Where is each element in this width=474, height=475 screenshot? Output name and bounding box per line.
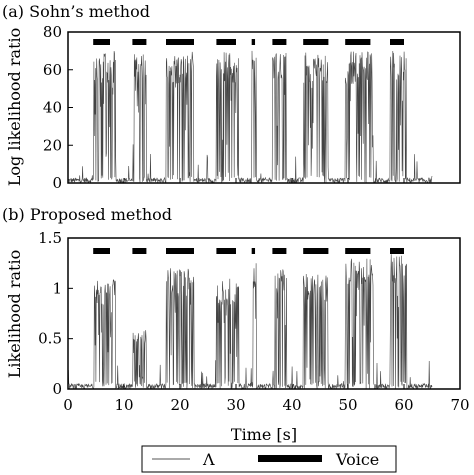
xtick-label: 40 — [282, 396, 301, 414]
voice-segment-bar — [390, 39, 404, 45]
voice-segment-bar — [272, 248, 287, 254]
xtick-label: 10 — [114, 396, 133, 414]
ytick-label: 0.5 — [38, 330, 62, 348]
ytick-label: 1.5 — [38, 229, 62, 247]
voice-segment-bar — [390, 248, 404, 254]
voice-segment-bar — [345, 39, 371, 45]
ytick-label: 80 — [43, 23, 62, 41]
likelihood-trace — [67, 254, 433, 391]
ytick-label: 60 — [43, 61, 62, 79]
voice-segment-bar — [166, 39, 194, 45]
voice-segment-bar — [251, 248, 256, 254]
voice-segment-bar — [251, 39, 256, 45]
legend: Λ Voice — [141, 445, 397, 473]
panel-b: (b) Proposed method Likelihood ratio 0 0.… — [2, 205, 470, 444]
voice-segment-bar — [132, 39, 147, 45]
panel-b-ticks: 0 0.5 1 1.5 0 10 20 30 40 50 60 70 — [38, 229, 469, 414]
likelihood-trace — [67, 50, 433, 184]
panel-b-ylabel: Likelihood ratio — [5, 250, 24, 378]
voice-segment-bar — [345, 248, 371, 254]
ytick-label: 20 — [43, 136, 62, 154]
xtick-label: 70 — [450, 396, 469, 414]
panel-b-voice-bars — [93, 248, 404, 254]
voice-segment-bar — [93, 248, 110, 254]
panel-b-signal — [67, 254, 433, 391]
voice-segment-bar — [93, 39, 110, 45]
xtick-label: 20 — [170, 396, 189, 414]
voice-segment-bar — [216, 39, 236, 45]
panel-a: (a) Sohn’s method Log likelihood ratio 0… — [2, 2, 461, 192]
xtick-label: 30 — [226, 396, 245, 414]
xtick-label: 0 — [63, 396, 73, 414]
voice-segment-bar — [303, 39, 329, 45]
ytick-label: 40 — [43, 99, 62, 117]
ytick-label: 0 — [52, 174, 62, 192]
panel-b-frame — [67, 237, 461, 390]
panel-a-title: (a) Sohn’s method — [2, 2, 150, 21]
ytick-label: 0 — [52, 380, 62, 398]
panel-a-signal — [67, 50, 433, 184]
x-axis-label: Time [s] — [231, 425, 297, 444]
panel-b-title: (b) Proposed method — [2, 205, 172, 224]
voice-segment-bar — [272, 39, 287, 45]
voice-segment-bar — [303, 248, 329, 254]
legend-bar-swatch — [258, 455, 322, 462]
panel-a-ylabel: Log likelihood ratio — [5, 28, 24, 186]
xtick-label: 50 — [338, 396, 357, 414]
voice-segment-bar — [132, 248, 147, 254]
panel-a-voice-bars — [93, 39, 404, 45]
voice-segment-bar — [166, 248, 194, 254]
legend-line-label: Λ — [202, 450, 215, 469]
xtick-label: 60 — [394, 396, 413, 414]
voice-segment-bar — [216, 248, 236, 254]
panel-a-frame — [67, 31, 461, 184]
legend-bar-label: Voice — [335, 450, 379, 469]
ytick-label: 1 — [52, 279, 62, 297]
